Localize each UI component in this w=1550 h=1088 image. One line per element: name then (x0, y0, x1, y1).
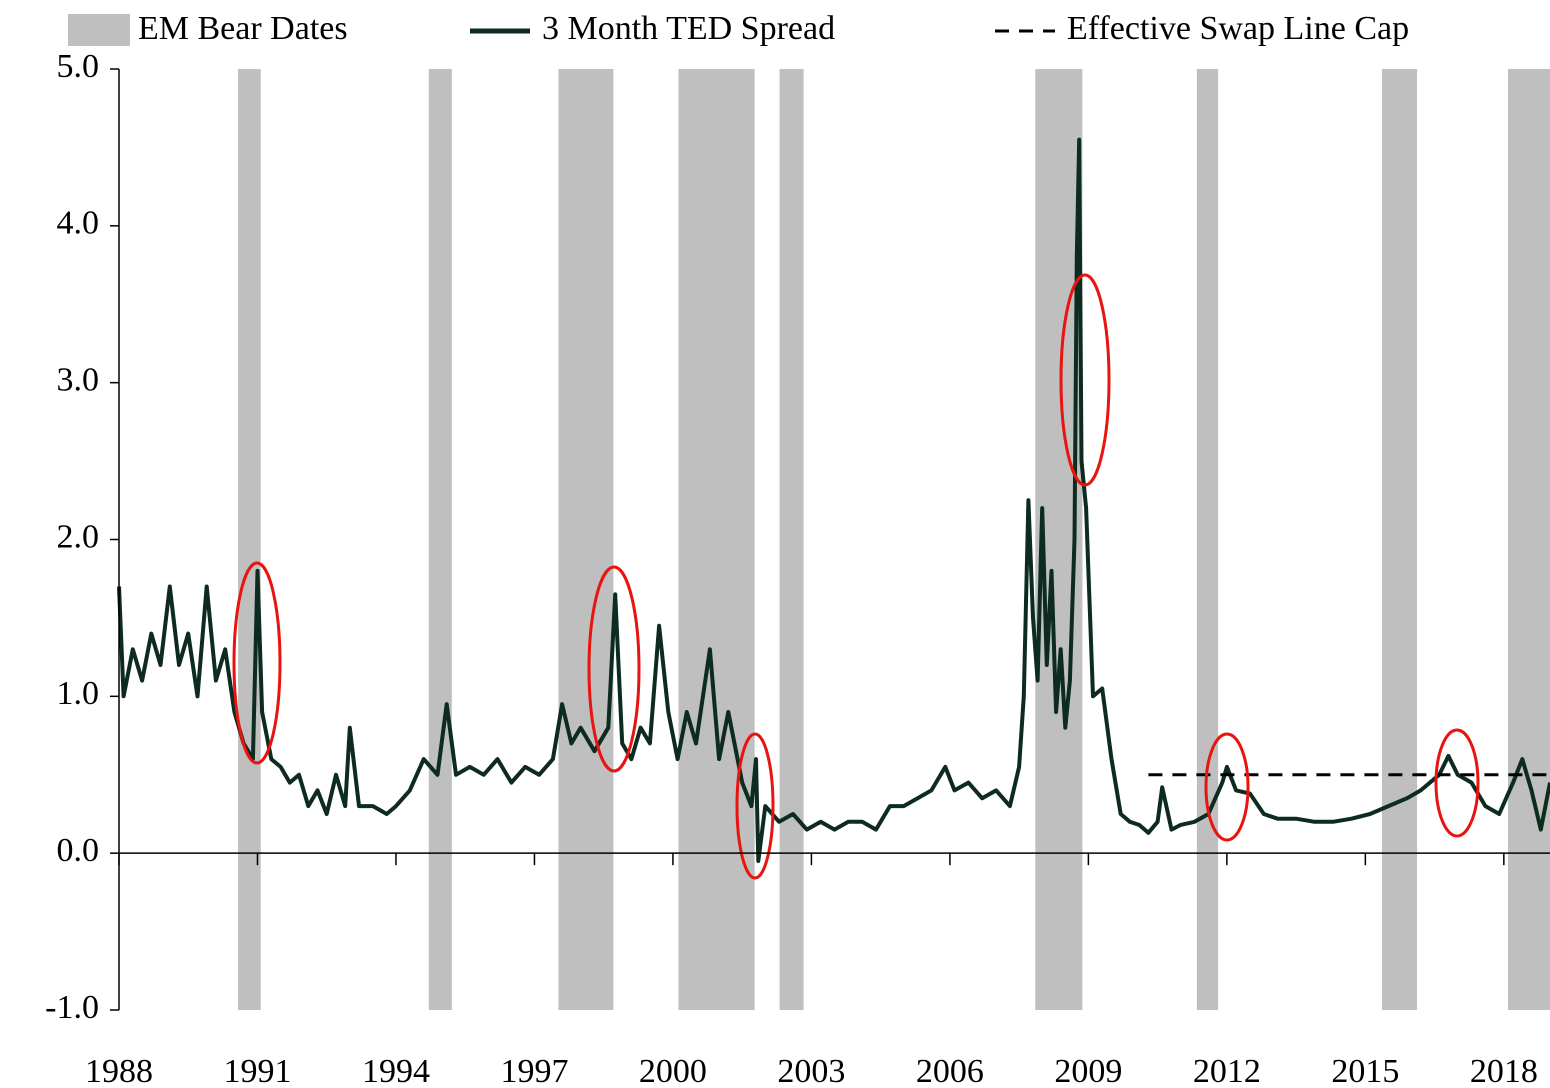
y-tick-label: 3.0 (57, 361, 100, 398)
highlight-ellipse (1204, 732, 1250, 842)
series-line (117, 137, 1550, 863)
bear-band (678, 69, 755, 1010)
bear-band (558, 69, 614, 1010)
highlight-ellipse (735, 732, 775, 880)
legend-swatch (68, 14, 130, 46)
x-tick-label: 2000 (639, 1053, 707, 1088)
x-tick-label: 2015 (1331, 1053, 1399, 1088)
bear-band (1196, 69, 1219, 1010)
x-tick-label: 2003 (777, 1053, 845, 1088)
bear-band (238, 69, 261, 1010)
x-tick-label: 1994 (362, 1053, 430, 1088)
bear-band (1507, 69, 1550, 1010)
y-tick-label: 2.0 (57, 518, 100, 555)
x-tick-label: 2012 (1193, 1053, 1261, 1088)
bear-band (779, 69, 804, 1010)
y-tick-label: 1.0 (57, 675, 100, 712)
x-tick-label: 1997 (500, 1053, 568, 1088)
x-tick-label: 1991 (223, 1053, 291, 1088)
x-tick-label: 1988 (85, 1053, 153, 1088)
bear-band (428, 69, 452, 1010)
highlight-ellipse (1434, 728, 1480, 838)
x-tick-label: 2006 (916, 1053, 984, 1088)
highlight-ellipse (232, 561, 282, 765)
x-tick-label: 2018 (1470, 1053, 1538, 1088)
y-tick-label: 5.0 (57, 48, 100, 85)
legend-label: EM Bear Dates (138, 10, 348, 47)
highlight-ellipse (1059, 273, 1111, 487)
bear-band (1381, 69, 1418, 1010)
x-tick-label: 2009 (1054, 1053, 1122, 1088)
y-tick-label: 4.0 (57, 205, 100, 242)
highlight-ellipse (587, 565, 641, 773)
y-tick-label: 0.0 (57, 832, 100, 869)
bear-bands (238, 69, 1550, 1010)
legend-label: 3 Month TED Spread (542, 10, 835, 47)
annotations (232, 273, 1480, 880)
legend-label: Effective Swap Line Cap (1067, 10, 1409, 47)
y-tick-label: -1.0 (45, 989, 99, 1026)
